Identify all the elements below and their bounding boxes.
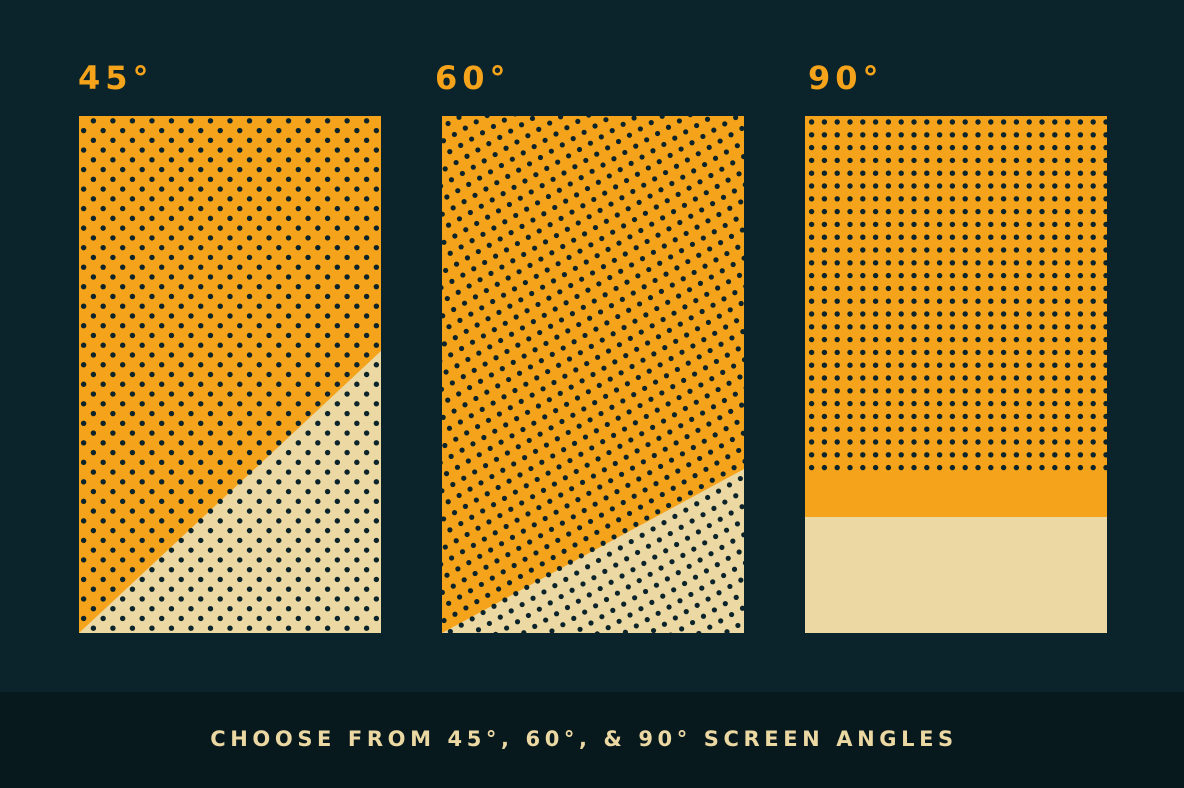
panel-label-60: 60° (435, 59, 511, 97)
footer-caption: CHOOSE FROM 45°, 60°, & 90° SCREEN ANGLE… (210, 727, 958, 751)
halftone-dots-60 (442, 116, 744, 633)
cream-region (805, 517, 1107, 633)
halftone-dots-45 (80, 118, 380, 631)
halftone-panel-90 (805, 116, 1107, 633)
panel-label-45: 45° (78, 59, 154, 97)
halftone-dots-90 (808, 119, 1107, 471)
halftone-panel-60 (442, 116, 744, 633)
footer-bar (0, 692, 1184, 788)
panel-label-90: 90° (808, 59, 884, 97)
halftone-panel-45 (79, 116, 381, 633)
